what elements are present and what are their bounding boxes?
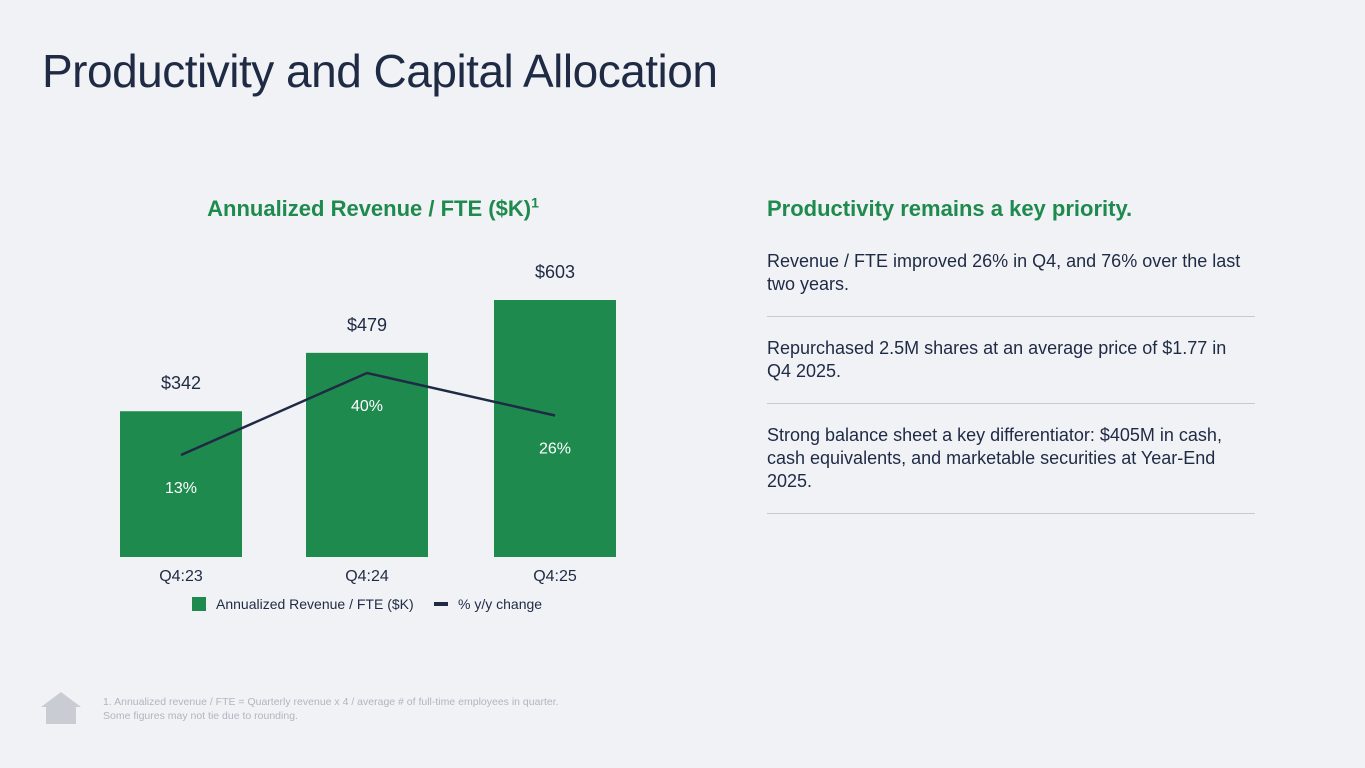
footnote: 1. Annualized revenue / FTE = Quarterly … (103, 695, 623, 723)
panel-heading: Productivity remains a key priority. (767, 196, 1133, 221)
revenue-per-fte-chart: $342 Q4:23 $479 Q4:24 $603 Q4:25 13% 40% 26% Annu… (120, 262, 616, 612)
bar-Q4:25 (494, 300, 616, 557)
footnote-line-1: 1. Annualized revenue / FTE = Quarterly … (103, 696, 559, 708)
legend-bar-swatch (192, 597, 206, 611)
chart-title-text: Annualized Revenue / FTE ($K) (207, 196, 532, 221)
x-tick-label: Q4:24 (345, 568, 389, 585)
bar-value-label: $342 (161, 373, 201, 393)
page-title: Productivity and Capital Allocation (42, 45, 718, 97)
yoy-change-label: 40% (351, 398, 383, 415)
panel-bullet-balance-sheet: Strong balance sheet a key differentiato… (767, 424, 1255, 514)
x-tick-label: Q4:23 (159, 568, 203, 585)
legend-line-swatch (434, 602, 448, 606)
home-icon (41, 692, 81, 724)
bar-value-label: $603 (535, 262, 575, 282)
right-panel: Productivity remains a key priority. Rev… (767, 196, 1255, 534)
x-tick-label: Q4:25 (533, 568, 577, 585)
panel-bullet-repurchase: Repurchased 2.5M shares at an average pr… (767, 337, 1255, 404)
yoy-change-label: 26% (539, 441, 571, 458)
bar-Q4:24 (306, 352, 428, 557)
footnote-line-2: Some figures may not tie due to rounding… (103, 710, 298, 722)
chart-title-footnote-marker: 1 (531, 194, 539, 211)
yoy-change-line (180, 371, 556, 457)
bar-Q4:23 (120, 411, 242, 557)
panel-bullet-revenue: Revenue / FTE improved 26% in Q4, and 76… (767, 250, 1255, 317)
legend-line-label: % y/y change (458, 596, 542, 612)
yoy-change-label: 13% (165, 480, 197, 497)
chart-title: Annualized Revenue / FTE ($K)1 (98, 196, 648, 222)
bar-value-label: $479 (347, 315, 387, 335)
legend-bar-label: Annualized Revenue / FTE ($K) (216, 596, 414, 612)
